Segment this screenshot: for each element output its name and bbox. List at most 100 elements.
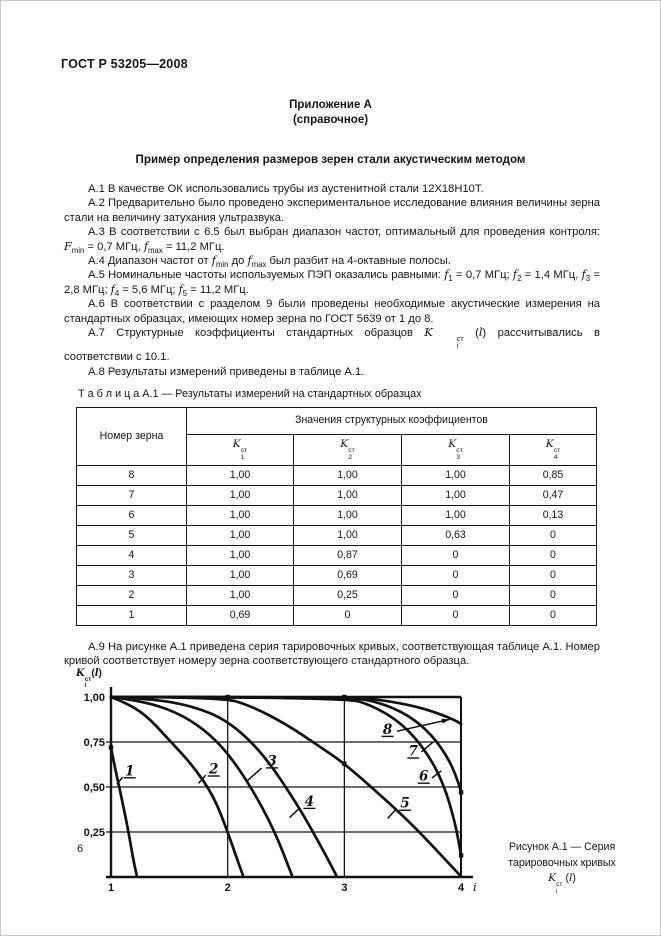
k-value-cell: 0,25 <box>293 584 402 606</box>
paragraph-a1: А.1 В качестве ОК использовались трубы и… <box>88 183 484 195</box>
k-value-cell: 1,00 <box>293 464 402 486</box>
grain-number-cell: 5 <box>76 524 187 546</box>
k-value-cell: 0 <box>509 604 597 626</box>
y-tick-label: 0,50 <box>84 782 105 794</box>
k-value-cell: 0,69 <box>186 604 294 626</box>
curve-label-1: 1 <box>125 764 134 780</box>
annex-subtitle: (справочное) <box>292 114 369 126</box>
k-value-cell: 0,69 <box>293 564 402 586</box>
curve-label-5: 5 <box>400 796 409 812</box>
k-value-cell: 1,00 <box>401 484 510 506</box>
paragraph-a2: А.2 Предварительно было проведено экспер… <box>64 197 600 224</box>
x-axis-label: i <box>473 880 477 894</box>
results-table: Номер зерна Значения структурных коэффиц… <box>76 406 597 626</box>
y-tick-label: 0,25 <box>84 827 105 839</box>
figure-caption: Рисунок А.1 — Серия тарировочных кривых … <box>476 840 648 895</box>
table-row: 1 0,69 0 0 0 <box>76 604 597 626</box>
annex-title: Приложение А <box>289 99 372 111</box>
grain-number-cell: 1 <box>76 604 187 626</box>
paragraph-a5: А.5 Номинальные частоты используемых ПЭП… <box>64 268 600 299</box>
k-value-cell: 1,00 <box>293 484 402 506</box>
table-body: 8 1,00 1,00 1,00 0,85 7 1,00 1,00 1,00 0,47 6 1,00 1… <box>76 464 597 626</box>
k-value-cell: 0 <box>293 604 402 626</box>
document-title: Пример определения размеров зерен стали … <box>135 153 526 166</box>
figure-caption-line2: тарировочных кривых <box>508 856 616 869</box>
page-number: 6 <box>77 843 84 855</box>
grain-number-cell: 3 <box>76 564 187 586</box>
figure-caption-line1: Рисунок А.1 — Серия <box>508 841 616 854</box>
column-group-header: Значения структурных коэффициентов <box>186 406 597 435</box>
table-row: 4 1,00 0,87 0 0 <box>76 544 597 566</box>
k-value-cell: 0 <box>509 524 597 546</box>
table-row: 2 1,00 0,25 0 0 <box>76 584 597 606</box>
curve-label-4: 4 <box>305 794 314 810</box>
x-tick-label: 2 <box>225 882 231 894</box>
k-value-cell: 0,47 <box>509 484 597 506</box>
paragraph-a4: А.4 Диапазон частот от fmin до fmax был … <box>88 254 451 270</box>
k-value-cell: 1,00 <box>186 504 294 526</box>
standard-code: ГОСТ Р 53205—2008 <box>61 57 188 71</box>
k-value-cell: 1,00 <box>186 484 294 506</box>
curve-label-2: 2 <box>208 762 218 778</box>
k-value-cell: 0 <box>401 544 510 566</box>
k-value-cell: 0 <box>401 584 510 606</box>
k-value-cell: 1,00 <box>186 524 294 546</box>
table-row: 6 1,00 1,00 1,00 0,13 <box>76 504 597 526</box>
paragraph-a6: А.6 В соответствии с разделом 9 были про… <box>64 298 600 325</box>
curve-label-7: 7 <box>409 744 419 760</box>
x-tick-label: 3 <box>341 882 347 894</box>
grain-number-cell: 4 <box>76 544 187 566</box>
curve-5 <box>109 696 462 878</box>
x-tick-label: 1 <box>108 882 114 894</box>
curve-4 <box>109 696 338 878</box>
k-value-cell: 1,00 <box>186 544 294 566</box>
k-value-cell: 1,00 <box>186 464 294 486</box>
table-caption: Т а б л и ц а А.1 — Результаты измерений… <box>78 388 422 401</box>
annex-heading: Приложение А (справочное) <box>1 98 660 128</box>
curve-8 <box>109 696 463 726</box>
k-value-cell: 0 <box>401 604 510 626</box>
table-header: Номер зерна Значения структурных коэффиц… <box>76 406 597 466</box>
curve-2 <box>109 696 245 878</box>
y-tick-label: 0,75 <box>84 737 105 749</box>
column-header-grain-number: Номер зерна <box>76 406 187 466</box>
k-value-cell: 0,87 <box>293 544 402 566</box>
curve-label-8: 8 <box>383 722 393 738</box>
k-value-cell: 1,00 <box>401 464 510 486</box>
table-row: 5 1,00 1,00 0,63 0 <box>76 524 597 546</box>
curve-label-3: 3 <box>267 754 276 770</box>
k-value-cell: 0 <box>509 584 597 606</box>
x-tick-label: 4 <box>458 882 465 894</box>
table-row: 8 1,00 1,00 1,00 0,85 <box>76 464 597 486</box>
grain-number-cell: 8 <box>76 464 187 486</box>
k-value-cell: 1,00 <box>293 524 402 546</box>
table-row: 3 1,00 0,69 0 0 <box>76 564 597 586</box>
grain-number-cell: 6 <box>76 504 187 526</box>
k-value-cell: 1,00 <box>293 504 402 526</box>
paragraph-a7: А.7 Структурные коэффициенты стандартных… <box>64 326 601 364</box>
k-value-cell: 1,00 <box>186 584 294 606</box>
k-value-cell: 1,00 <box>401 504 510 526</box>
content-area: А.1 В качестве ОК использовались трубы и… <box>64 182 616 906</box>
curve-label-6: 6 <box>419 769 429 785</box>
paragraph-a9: А.9 На рисунке А.1 приведена серия тарир… <box>64 640 600 668</box>
k-value-cell: 0,63 <box>401 524 510 546</box>
k-value-cell: 0 <box>401 564 510 586</box>
k-value-cell: 0 <box>509 544 597 566</box>
k-value-cell: 1,00 <box>186 564 294 586</box>
grain-number-cell: 7 <box>76 484 187 506</box>
paragraph-a3: А.3 В соответствии с 6.5 был выбран диап… <box>64 226 600 255</box>
curve-3 <box>109 696 294 878</box>
k-value-cell: 0,13 <box>509 504 597 526</box>
y-tick-label: 1,00 <box>84 692 105 704</box>
grain-number-cell: 2 <box>76 584 187 606</box>
k-value-cell: 0,85 <box>509 464 597 486</box>
